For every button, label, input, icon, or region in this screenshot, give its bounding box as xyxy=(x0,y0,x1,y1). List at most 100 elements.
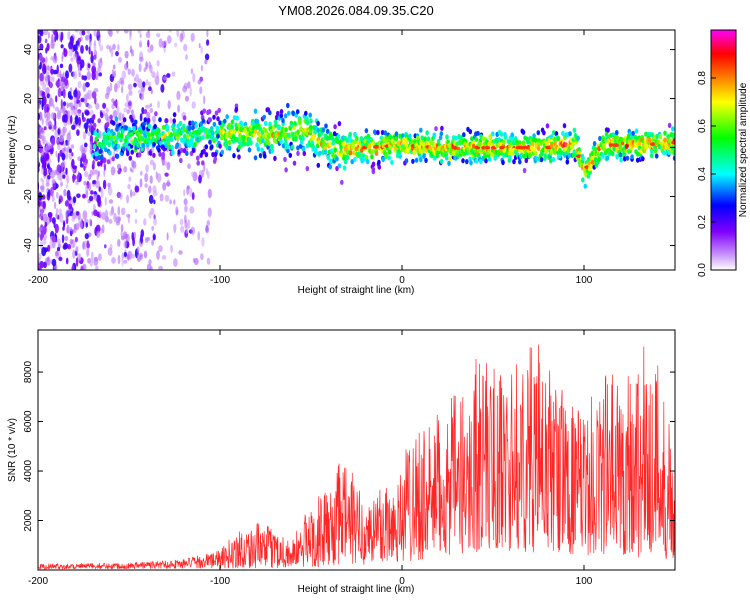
ridge-blob xyxy=(468,156,473,162)
ridge-blob xyxy=(586,173,591,179)
noise-blob xyxy=(156,33,161,38)
noise-blob xyxy=(94,96,97,105)
ridge-blob xyxy=(404,141,409,147)
noise-blob xyxy=(124,63,129,71)
ridge-blob xyxy=(474,136,479,142)
noise-blob xyxy=(91,211,94,216)
noise-blob xyxy=(68,148,72,154)
ridge-blob xyxy=(145,142,150,148)
noise-blob xyxy=(130,189,133,198)
noise-blob xyxy=(72,70,78,80)
ridge-blob xyxy=(201,135,205,141)
noise-blob xyxy=(81,75,85,80)
ridge-blob xyxy=(191,147,196,153)
ridge-blob xyxy=(165,124,170,130)
noise-blob xyxy=(42,63,46,73)
noise-blob xyxy=(60,181,63,187)
ridge-blob xyxy=(337,121,342,127)
noise-blob xyxy=(120,224,124,232)
noise-blob xyxy=(71,197,74,205)
ridge-blob xyxy=(469,160,473,166)
noise-blob xyxy=(137,30,142,34)
noise-blob xyxy=(134,208,138,213)
ridge-blob xyxy=(408,133,412,139)
noise-blob xyxy=(139,93,144,101)
ridge-blob xyxy=(113,100,117,106)
noise-blob xyxy=(57,143,61,151)
noise-blob xyxy=(60,34,63,43)
ridge-blob xyxy=(246,141,250,147)
ridge-blob xyxy=(364,154,369,160)
noise-blob xyxy=(186,186,190,196)
noise-blob xyxy=(68,63,73,73)
y-tick-label: -40 xyxy=(23,238,34,253)
noise-blob xyxy=(45,87,50,95)
noise-blob xyxy=(131,109,134,115)
ridge-blob xyxy=(388,145,393,151)
ridge-blob xyxy=(473,152,478,158)
noise-blob xyxy=(41,117,44,125)
noise-blob xyxy=(137,89,143,95)
ridge-blob xyxy=(284,127,288,133)
noise-blob xyxy=(90,190,94,195)
ridge-blob xyxy=(340,179,344,185)
noise-blob xyxy=(158,265,163,270)
noise-blob xyxy=(146,263,152,270)
ridge-blob xyxy=(365,159,370,165)
noise-blob xyxy=(117,206,121,216)
noise-blob xyxy=(47,175,51,180)
ridge-blob xyxy=(292,160,297,166)
noise-blob xyxy=(95,103,100,110)
noise-blob xyxy=(173,258,178,267)
noise-blob xyxy=(41,100,44,111)
noise-blob xyxy=(68,41,74,50)
ridge-blob xyxy=(281,117,285,124)
noise-blob xyxy=(147,39,150,48)
noise-blob xyxy=(67,91,72,99)
ridge-blob xyxy=(249,140,253,146)
noise-blob xyxy=(173,199,176,206)
ridge-blob xyxy=(380,129,385,136)
ridge-blob xyxy=(179,147,184,153)
noise-blob xyxy=(127,183,131,190)
ridge-blob xyxy=(432,132,437,138)
noise-blob xyxy=(39,43,44,50)
noise-blob xyxy=(111,69,115,77)
noise-blob xyxy=(121,85,124,94)
noise-blob xyxy=(65,149,69,160)
ridge-blob xyxy=(345,138,350,144)
noise-blob xyxy=(204,58,208,65)
ridge-blob xyxy=(133,119,138,125)
noise-blob xyxy=(83,180,87,186)
noise-blob xyxy=(42,81,46,91)
ridge-blob xyxy=(461,158,465,164)
noise-blob xyxy=(131,168,134,173)
noise-blob xyxy=(84,233,89,240)
noise-blob xyxy=(96,230,101,238)
noise-blob xyxy=(88,46,91,55)
noise-blob xyxy=(206,220,210,226)
ridge-blob xyxy=(202,108,206,114)
ridge-blob xyxy=(115,153,120,159)
noise-blob xyxy=(82,82,87,92)
ridge-blob xyxy=(225,114,229,120)
noise-blob xyxy=(100,112,104,119)
noise-blob xyxy=(184,214,187,224)
noise-blob xyxy=(108,219,113,224)
noise-blob xyxy=(53,201,57,210)
ridge-blob xyxy=(207,109,212,115)
noise-blob xyxy=(151,239,155,246)
noise-blob xyxy=(126,93,129,103)
ridge-blob xyxy=(309,118,313,124)
noise-blob xyxy=(191,101,196,109)
ridge-blob xyxy=(554,131,559,137)
noise-blob xyxy=(119,192,123,200)
noise-blob xyxy=(179,32,184,43)
ridge-blob xyxy=(291,110,295,116)
ridge-blob xyxy=(237,154,241,160)
ridge-blob xyxy=(273,155,277,161)
ridge-blob xyxy=(326,154,331,160)
snr-ylabel: SNR (10 * v/v) xyxy=(7,418,18,482)
ridge-blob xyxy=(324,123,328,129)
ridge-blob xyxy=(611,132,615,138)
